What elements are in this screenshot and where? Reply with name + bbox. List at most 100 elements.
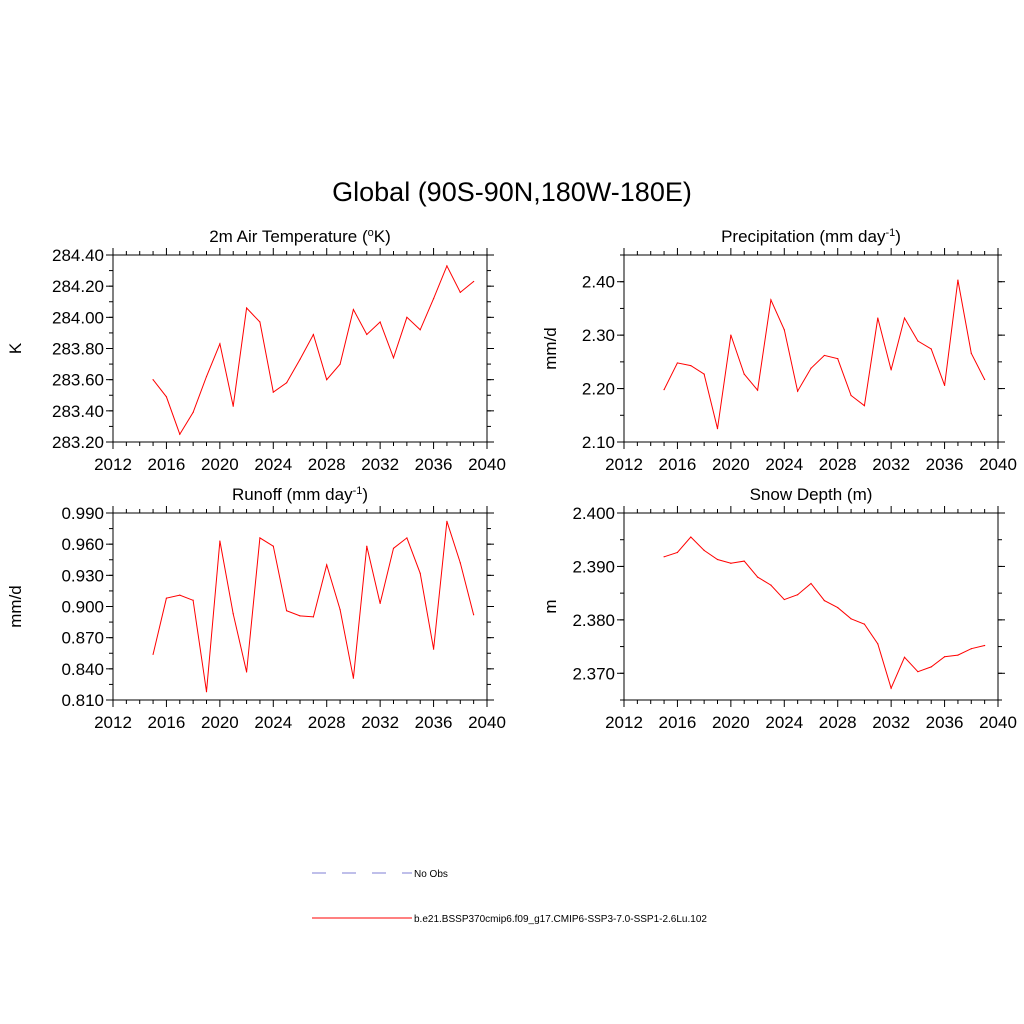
- data-point: [272, 391, 274, 393]
- chart-panel-temperature: 2m Air Temperature (oK) K 2012 2016 2020 2024…: [6, 227, 506, 474]
- chart-panel-runoff: Runoff (mm day-1) mm/d 2012 2016 2020 2024 202…: [6, 485, 506, 732]
- plot-frame: [623, 254, 999, 443]
- plot-frame: [623, 512, 999, 701]
- y-axis-label: mm/d: [541, 327, 560, 370]
- x-tick-label: 2028: [819, 455, 857, 474]
- data-point: [823, 600, 825, 602]
- data-point: [392, 547, 395, 549]
- data-point: [690, 536, 692, 538]
- data-point: [232, 613, 234, 615]
- y-axis-label: mm/d: [6, 585, 25, 628]
- data-point: [205, 375, 208, 378]
- y-tick-label: 2.380: [572, 611, 615, 630]
- data-point: [970, 352, 972, 354]
- x-tick-label: 2016: [659, 713, 697, 732]
- data-point: [245, 671, 248, 673]
- data-point: [352, 308, 355, 311]
- data-point: [943, 384, 946, 386]
- legend: No Obs b.e21.BSSP370cmip6.f09_g17.CMIP6-…: [312, 869, 707, 925]
- y-tick-label: 2.10: [582, 433, 615, 452]
- data-point: [716, 558, 719, 561]
- data-point: [339, 363, 341, 365]
- data-point: [690, 364, 692, 367]
- data-point: [152, 379, 154, 381]
- data-point: [326, 564, 328, 566]
- panel-title: Precipitation (mm day-1): [721, 227, 901, 246]
- data-point: [192, 411, 194, 413]
- data-point: [716, 428, 719, 430]
- y-tick-label: 2.390: [572, 557, 615, 576]
- data-point: [259, 537, 261, 539]
- x-tick-label: 2024: [254, 713, 292, 732]
- data-point: [259, 321, 261, 323]
- data-point: [943, 656, 946, 658]
- y-tick-label: 284.00: [52, 308, 104, 327]
- data-point: [312, 333, 314, 336]
- data-point: [179, 594, 181, 596]
- y-tick-label: 2.20: [582, 380, 615, 399]
- data-point: [232, 405, 234, 407]
- data-point: [783, 329, 785, 331]
- data-point: [406, 537, 408, 539]
- series-line: [663, 536, 985, 690]
- y-tick-label: 284.20: [52, 277, 104, 296]
- x-tick-label: 2032: [361, 713, 399, 732]
- data-point: [326, 379, 328, 381]
- data-point: [179, 433, 181, 435]
- x-tick-label: 2012: [605, 455, 643, 474]
- data-point: [903, 317, 906, 319]
- data-point: [877, 317, 879, 319]
- y-tick-label: 0.960: [61, 535, 104, 554]
- data-point: [366, 545, 368, 547]
- y-tick-label: 2.370: [572, 664, 615, 683]
- data-point: [312, 616, 314, 618]
- x-tick-label: 2040: [979, 455, 1017, 474]
- data-point: [379, 321, 381, 323]
- x-tick-label: 2024: [765, 455, 803, 474]
- data-point: [730, 562, 732, 564]
- y-axis-label: K: [6, 342, 25, 354]
- x-tick-label: 2036: [926, 713, 964, 732]
- data-point: [823, 354, 825, 357]
- data-point: [770, 584, 772, 586]
- data-point: [890, 687, 892, 689]
- data-point: [676, 551, 679, 554]
- x-tick-label: 2032: [872, 713, 910, 732]
- x-tick-label: 2016: [659, 455, 697, 474]
- x-tick-label: 2016: [148, 713, 186, 732]
- data-point: [272, 545, 274, 547]
- data-point: [432, 648, 435, 650]
- y-tick-label: 0.990: [61, 504, 104, 523]
- x-tick-label: 2024: [254, 455, 292, 474]
- data-point: [219, 540, 221, 542]
- data-point: [930, 666, 932, 668]
- x-tick-label: 2012: [94, 713, 132, 732]
- x-tick-label: 2016: [148, 455, 186, 474]
- data-point: [152, 653, 154, 655]
- data-point: [984, 378, 986, 381]
- x-tick-label: 2040: [468, 713, 506, 732]
- legend-run-label: b.e21.BSSP370cmip6.f09_g17.CMIP6-SSP3-7.…: [414, 914, 707, 925]
- data-point: [299, 615, 301, 617]
- data-point: [459, 562, 461, 564]
- x-tick-label: 2028: [308, 455, 346, 474]
- x-tick-label: 2020: [201, 455, 239, 474]
- y-tick-label: 283.40: [52, 402, 104, 421]
- x-tick-label: 2024: [765, 713, 803, 732]
- series-line: [663, 280, 986, 429]
- x-tick-label: 2036: [415, 713, 453, 732]
- y-tick-label: 2.30: [582, 326, 615, 345]
- x-tick-label: 2028: [819, 713, 857, 732]
- x-tick-label: 2020: [201, 713, 239, 732]
- data-point: [663, 556, 665, 558]
- data-point: [917, 340, 919, 342]
- data-point: [205, 691, 208, 693]
- data-point: [352, 677, 355, 679]
- legend-no-obs-label: No Obs: [414, 869, 448, 880]
- data-point: [756, 389, 759, 391]
- data-point: [756, 576, 759, 578]
- chart-panel-snow-depth: Snow Depth (m) m 2012 2016 2020 2024 2028 2032 2…: [541, 485, 1017, 732]
- chart-panel-precipitation: Precipitation (mm day-1) mm/d 2012 2016 2020…: [541, 227, 1017, 474]
- data-point: [730, 334, 732, 336]
